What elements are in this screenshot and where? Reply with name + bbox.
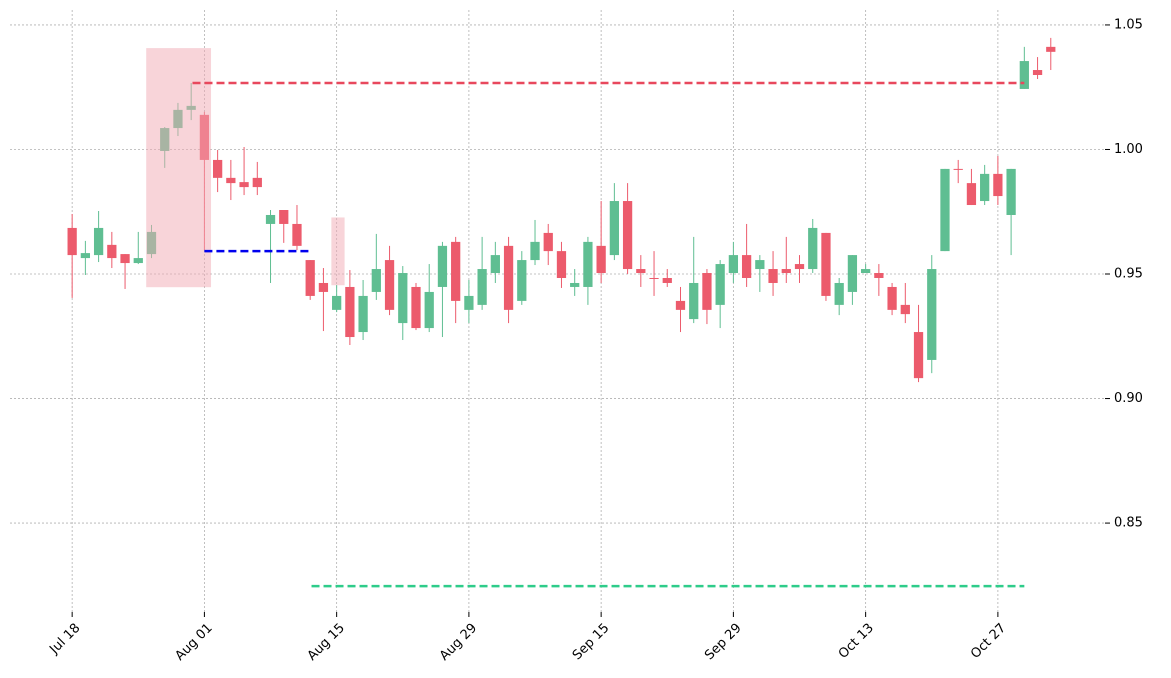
- candle-body: [67, 227, 77, 256]
- candle-body: [781, 269, 791, 274]
- candle-body: [279, 210, 289, 224]
- candle-body: [451, 241, 461, 301]
- candle-body: [940, 168, 950, 252]
- candle-body: [980, 173, 990, 202]
- candle-body: [689, 282, 699, 320]
- candle-body: [741, 255, 752, 278]
- candle-body: [609, 201, 619, 256]
- candle-body: [345, 286, 355, 338]
- candle-body: [821, 232, 831, 296]
- candle-body: [503, 245, 514, 310]
- candle-body: [622, 201, 633, 270]
- candle-body: [318, 282, 329, 292]
- candle-body: [768, 269, 778, 283]
- candle-body: [556, 251, 567, 278]
- candle-body: [490, 255, 500, 274]
- candle-body: [887, 286, 897, 310]
- candle-body: [437, 245, 448, 287]
- x-tick-label: Sep 15: [570, 621, 613, 664]
- y-tick-label: 1.05: [1114, 17, 1143, 32]
- candle-body: [265, 214, 276, 224]
- highlight-box: [146, 48, 212, 288]
- candle-body: [411, 286, 421, 329]
- x-tick-label: Aug 15: [305, 621, 348, 664]
- candle-body: [1046, 46, 1056, 52]
- candle-body: [384, 260, 395, 310]
- candle-body: [93, 227, 104, 256]
- candle-body: [636, 269, 646, 274]
- candle-body: [861, 269, 871, 274]
- x-tick-label: Aug 29: [437, 621, 480, 664]
- candle-body: [332, 295, 342, 310]
- candle-body: [1006, 168, 1016, 215]
- candle-body: [847, 255, 858, 292]
- candle-body: [570, 282, 580, 287]
- y-tick-label: 0.85: [1114, 516, 1143, 531]
- candle-body: [662, 277, 672, 283]
- candle-body: [543, 232, 553, 252]
- candle-body: [107, 244, 117, 259]
- candle-body: [702, 273, 712, 310]
- candle-body: [477, 269, 487, 305]
- candle-body: [993, 173, 1003, 197]
- candle-body: [927, 269, 937, 360]
- x-tick-label: Oct 27: [968, 621, 1009, 662]
- candle-body: [517, 260, 527, 301]
- candle-body: [953, 168, 963, 170]
- candle-body: [755, 260, 765, 270]
- candle-body: [834, 282, 844, 305]
- candle-body: [212, 159, 223, 178]
- candle-body: [675, 300, 686, 310]
- y-tick-label: 1.00: [1114, 142, 1143, 157]
- candle-body: [966, 183, 977, 206]
- x-tick-label: Aug 01: [173, 621, 216, 664]
- candle-body: [358, 295, 368, 333]
- candle-body: [252, 177, 262, 188]
- candle-body: [424, 291, 434, 329]
- candle-body: [371, 269, 381, 292]
- highlight-box: [331, 217, 345, 286]
- x-tick-label: Oct 13: [836, 621, 877, 662]
- candle-body: [239, 182, 249, 188]
- candle-body: [292, 223, 302, 246]
- x-tick-label: Jul 18: [46, 621, 83, 658]
- x-tick-label: Sep 29: [702, 621, 745, 664]
- candle-body: [900, 304, 910, 315]
- candle-body: [649, 277, 659, 279]
- candle-body: [874, 273, 884, 278]
- candle-body: [1019, 61, 1029, 89]
- candle-body: [133, 258, 143, 264]
- candle-body: [305, 260, 315, 296]
- candle-body: [1032, 70, 1043, 76]
- candle-body: [80, 253, 91, 259]
- candle-body: [728, 255, 739, 274]
- candle-body: [398, 273, 408, 324]
- candle-body: [913, 332, 924, 379]
- y-tick-label: 0.95: [1114, 267, 1143, 282]
- candle-body: [808, 227, 818, 270]
- candle-body: [530, 241, 540, 261]
- candle-body: [794, 264, 805, 270]
- candle-body: [583, 241, 593, 287]
- candle-body: [226, 177, 236, 184]
- candle-body: [464, 295, 474, 310]
- candle-body: [715, 264, 725, 305]
- y-tick-label: 0.90: [1114, 391, 1143, 406]
- candle-body: [596, 245, 606, 274]
- candle-body: [120, 254, 130, 264]
